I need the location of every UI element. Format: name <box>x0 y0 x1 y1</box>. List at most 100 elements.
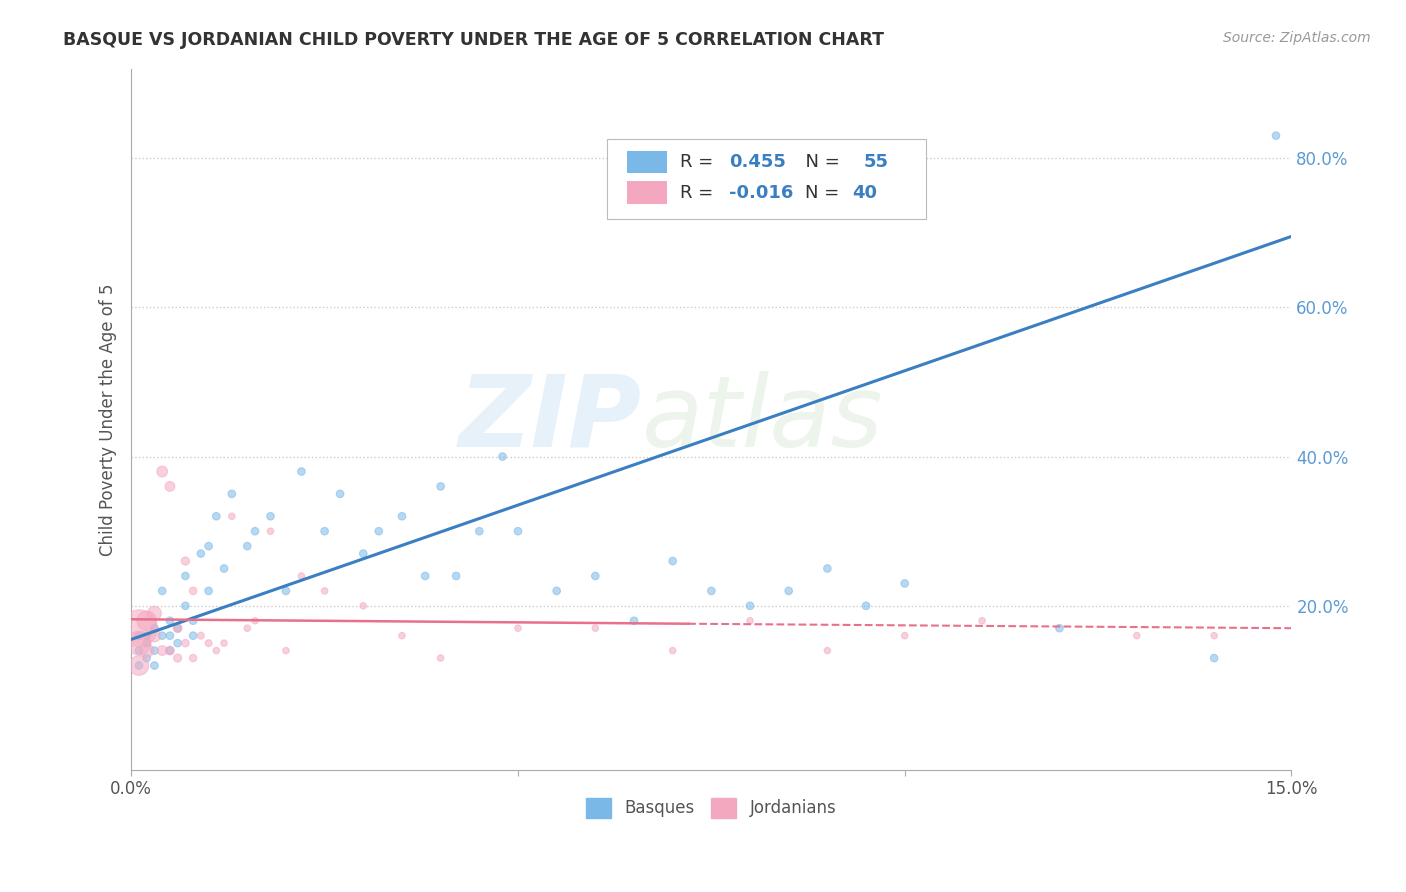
Point <box>135 643 157 657</box>
Text: R =: R = <box>681 153 718 170</box>
Point <box>314 524 336 539</box>
Point <box>205 509 228 524</box>
Point <box>135 651 157 665</box>
Point <box>1265 128 1288 143</box>
Point <box>166 636 188 650</box>
Point <box>444 569 467 583</box>
Point <box>181 629 204 643</box>
Point <box>236 621 259 635</box>
FancyBboxPatch shape <box>607 138 927 219</box>
Point <box>893 629 915 643</box>
Point <box>236 539 259 553</box>
Point <box>197 539 219 553</box>
Point <box>243 614 266 628</box>
Point <box>166 651 188 665</box>
Y-axis label: Child Poverty Under the Age of 5: Child Poverty Under the Age of 5 <box>100 283 117 556</box>
Point <box>468 524 491 539</box>
Point <box>150 643 173 657</box>
Point <box>290 465 312 479</box>
Point <box>893 576 915 591</box>
Point <box>150 465 173 479</box>
Text: 0.455: 0.455 <box>728 153 786 170</box>
Point <box>1047 621 1070 635</box>
Point <box>259 524 281 539</box>
Point <box>855 599 877 613</box>
Point <box>143 643 166 657</box>
Point <box>197 583 219 598</box>
Point <box>212 636 235 650</box>
Point <box>181 614 204 628</box>
Point <box>352 599 374 613</box>
Point <box>391 509 413 524</box>
Point <box>150 629 173 643</box>
Text: 40: 40 <box>852 184 877 202</box>
Point <box>391 629 413 643</box>
Point <box>413 569 436 583</box>
Point <box>661 643 683 657</box>
Point <box>143 658 166 673</box>
Point <box>506 524 529 539</box>
Point <box>190 547 212 561</box>
Point <box>1204 651 1226 665</box>
Point <box>128 658 150 673</box>
Point <box>181 651 204 665</box>
Point <box>623 614 645 628</box>
Point <box>135 636 157 650</box>
Point <box>159 614 181 628</box>
Point <box>1126 629 1149 643</box>
Point <box>143 621 166 635</box>
Text: -0.016: -0.016 <box>728 184 793 202</box>
Point <box>221 509 243 524</box>
Point <box>181 583 204 598</box>
Point <box>128 629 150 643</box>
Point <box>135 629 157 643</box>
Point <box>274 583 297 598</box>
Point <box>778 583 800 598</box>
Point <box>1204 629 1226 643</box>
Point <box>159 643 181 657</box>
Point <box>290 569 312 583</box>
Text: N =: N = <box>794 153 845 170</box>
Point <box>174 636 197 650</box>
Point <box>150 583 173 598</box>
Point <box>970 614 993 628</box>
Point <box>143 607 166 621</box>
Point <box>221 487 243 501</box>
Point <box>583 621 606 635</box>
Point <box>352 547 374 561</box>
Legend: Basques, Jordanians: Basques, Jordanians <box>579 791 844 825</box>
Point <box>506 621 529 635</box>
Point <box>429 651 451 665</box>
Point <box>243 524 266 539</box>
Point <box>197 636 219 650</box>
Point <box>159 643 181 657</box>
Point <box>143 629 166 643</box>
FancyBboxPatch shape <box>627 181 668 204</box>
Point <box>700 583 723 598</box>
Text: R =: R = <box>681 184 718 202</box>
Point <box>174 569 197 583</box>
Point <box>429 479 451 493</box>
Point <box>135 614 157 628</box>
Point <box>259 509 281 524</box>
Text: 55: 55 <box>863 153 889 170</box>
Point <box>212 561 235 575</box>
Point <box>661 554 683 568</box>
Point <box>314 583 336 598</box>
Point <box>329 487 352 501</box>
Point <box>815 561 838 575</box>
Point <box>367 524 389 539</box>
Text: Source: ZipAtlas.com: Source: ZipAtlas.com <box>1223 31 1371 45</box>
Point <box>166 621 188 635</box>
Point <box>274 643 297 657</box>
Point <box>738 599 761 613</box>
Point <box>128 658 150 673</box>
Point <box>174 554 197 568</box>
Point <box>128 621 150 635</box>
FancyBboxPatch shape <box>627 151 668 173</box>
Point <box>159 629 181 643</box>
Point <box>190 629 212 643</box>
Point <box>166 621 188 635</box>
Text: BASQUE VS JORDANIAN CHILD POVERTY UNDER THE AGE OF 5 CORRELATION CHART: BASQUE VS JORDANIAN CHILD POVERTY UNDER … <box>63 31 884 49</box>
Point <box>491 450 513 464</box>
